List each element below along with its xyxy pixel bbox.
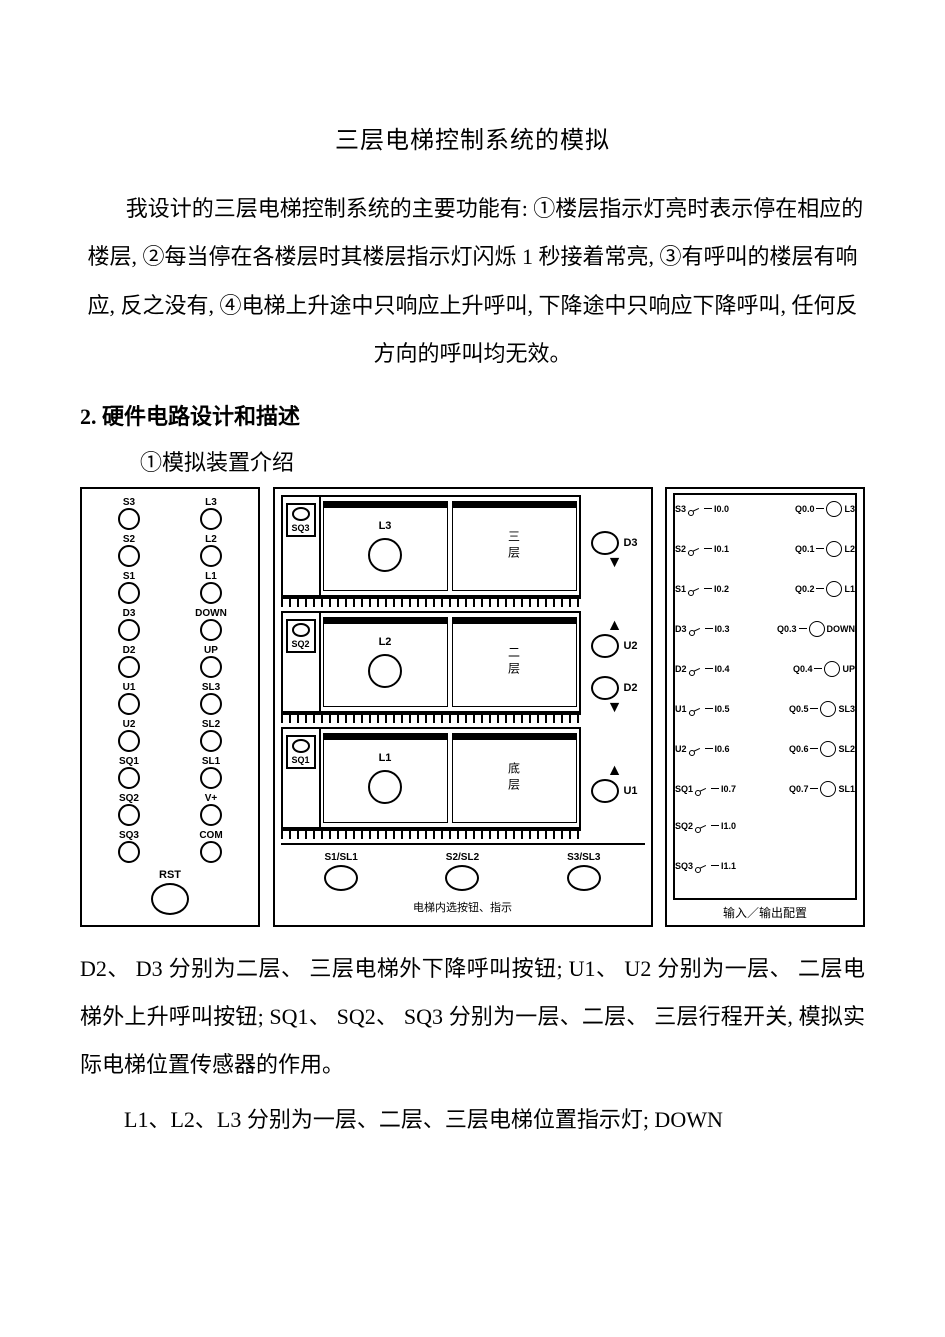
- output-l3: Q0.0L3: [795, 501, 855, 517]
- panelA-u1[interactable]: U1: [88, 682, 170, 715]
- floor-l2: SQ2L2二层▲U2D2▼: [281, 611, 645, 723]
- panel-io-config: S3I0.0 Q0.0L3 S2I0.1 Q0.1L2 S1I0.2 Q0.2L1 D3I0…: [665, 487, 865, 927]
- output-sl2: Q0.6SL2: [789, 741, 855, 757]
- floor-l3: SQ3L3三层D3▼: [281, 495, 645, 607]
- panelA-d3[interactable]: D3: [88, 608, 170, 641]
- input-d3[interactable]: D3I0.3: [675, 624, 730, 634]
- panelA-s1[interactable]: S1: [88, 571, 170, 604]
- panel-c-caption: 输入／输出配置: [673, 900, 857, 921]
- input-s1[interactable]: S1I0.2: [675, 584, 729, 594]
- panelA-sl1[interactable]: SL1: [170, 756, 252, 789]
- input-u1[interactable]: U1I0.5: [675, 704, 730, 714]
- arrow-down-icon: ▼: [591, 700, 637, 716]
- panelA-s3[interactable]: S3: [88, 497, 170, 530]
- select-s3-sl3[interactable]: S3/SL3: [567, 852, 601, 891]
- panelA-l3[interactable]: L3: [170, 497, 252, 530]
- call-u1[interactable]: ▲U1: [591, 763, 637, 803]
- page-title: 三层电梯控制系统的模拟: [80, 120, 865, 155]
- io-row-d3: D3I0.3 Q0.3DOWN: [675, 621, 855, 637]
- panelA-sq2[interactable]: SQ2: [88, 793, 170, 826]
- sq2-switch[interactable]: SQ2: [286, 619, 316, 653]
- section-2-sub: ①模拟装置介绍: [140, 445, 865, 477]
- l3-indicator: [368, 538, 402, 572]
- output-up: Q0.4UP: [793, 661, 855, 677]
- output-l2: Q0.1L2: [795, 541, 855, 557]
- call-d2[interactable]: D2▼: [591, 676, 637, 716]
- panelA-v+[interactable]: V+: [170, 793, 252, 826]
- io-row-u1: U1I0.5 Q0.5SL3: [675, 701, 855, 717]
- l2-indicator: [368, 654, 402, 688]
- rst-label: RST: [159, 869, 181, 881]
- after-paragraph-1: D2、 D3 分别为二层、 三层电梯外下降呼叫按钮; U1、 U2 分别为一层、…: [80, 945, 865, 1090]
- panelA-l2[interactable]: L2: [170, 534, 252, 567]
- rst-icon: [151, 883, 189, 915]
- input-s2[interactable]: S2I0.1: [675, 544, 729, 554]
- section-2-heading: 2. 硬件电路设计和描述: [80, 399, 865, 431]
- input-sq3[interactable]: SQ3I1.1: [675, 861, 736, 871]
- io-row-s3: S3I0.0 Q0.0L3: [675, 501, 855, 517]
- call-d3[interactable]: D3▼: [591, 531, 637, 571]
- panelA-down[interactable]: DOWN: [170, 608, 252, 641]
- panelA-com[interactable]: COM: [170, 830, 252, 863]
- io-row-d2: D2I0.4 Q0.4UP: [675, 661, 855, 677]
- panelA-sl3[interactable]: SL3: [170, 682, 252, 715]
- l1-indicator: [368, 770, 402, 804]
- arrow-up-icon: ▲: [591, 763, 637, 779]
- panelA-sq3[interactable]: SQ3: [88, 830, 170, 863]
- intro-paragraph: 我设计的三层电梯控制系统的主要功能有: ①楼层指示灯亮时表示停在相应的楼层, ②…: [80, 185, 865, 379]
- input-s3[interactable]: S3I0.0: [675, 504, 729, 514]
- io-row-u2: U2I0.6 Q0.6SL2: [675, 741, 855, 757]
- io-row-s1: S1I0.2 Q0.2L1: [675, 581, 855, 597]
- output-down: Q0.3DOWN: [777, 621, 855, 637]
- io-row-s2: S2I0.1 Q0.1L2: [675, 541, 855, 557]
- select-s1-sl1[interactable]: S1/SL1: [324, 852, 358, 891]
- diagram-row: S3L3S2L2S1L1D3DOWND2UPU1SL3U2SL2SQ1SL1SQ…: [80, 487, 865, 927]
- output-sl1: Q0.7SL1: [789, 781, 855, 797]
- io-row-sq3: SQ3I1.1: [675, 861, 855, 871]
- io-row-sq1: SQ1I0.7 Q0.7SL1: [675, 781, 855, 797]
- input-u2[interactable]: U2I0.6: [675, 744, 730, 754]
- sq3-switch[interactable]: SQ3: [286, 503, 316, 537]
- call-u2[interactable]: ▲U2: [591, 618, 637, 658]
- input-sq1[interactable]: SQ1I0.7: [675, 784, 736, 794]
- panelA-s2[interactable]: S2: [88, 534, 170, 567]
- panelA-l1[interactable]: L1: [170, 571, 252, 604]
- panelA-sq1[interactable]: SQ1: [88, 756, 170, 789]
- input-sq2[interactable]: SQ2I1.0: [675, 821, 736, 831]
- arrow-up-icon: ▲: [591, 618, 637, 634]
- output-sl3: Q0.5SL3: [789, 701, 855, 717]
- panel-b-caption: 电梯内选按钮、指示: [281, 895, 645, 919]
- floor-l1: SQ1L1底层▲U1: [281, 727, 645, 839]
- sq1-switch[interactable]: SQ1: [286, 735, 316, 769]
- panelA-up[interactable]: UP: [170, 645, 252, 678]
- output-l1: Q0.2L1: [795, 581, 855, 597]
- after-paragraph-2: L1、L2、L3 分别为一层、二层、三层电梯位置指示灯; DOWN: [80, 1096, 865, 1144]
- panelA-u2[interactable]: U2: [88, 719, 170, 752]
- select-s2-sl2[interactable]: S2/SL2: [445, 852, 479, 891]
- panel-button-array: S3L3S2L2S1L1D3DOWND2UPU1SL3U2SL2SQ1SL1SQ…: [80, 487, 260, 927]
- panel-elevator: SQ3L3三层D3▼SQ2L2二层▲U2D2▼SQ1L1底层▲U1 S1/SL1…: [273, 487, 653, 927]
- rst-button[interactable]: RST: [88, 869, 252, 915]
- input-d2[interactable]: D2I0.4: [675, 664, 730, 674]
- io-row-sq2: SQ2I1.0: [675, 821, 855, 831]
- arrow-down-icon: ▼: [591, 555, 637, 571]
- panelA-sl2[interactable]: SL2: [170, 719, 252, 752]
- panelA-d2[interactable]: D2: [88, 645, 170, 678]
